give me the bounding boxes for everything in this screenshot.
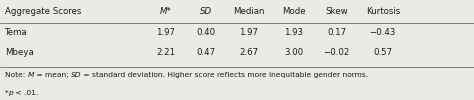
Text: 2.67: 2.67 (239, 48, 258, 57)
Text: −0.02: −0.02 (323, 48, 350, 57)
Text: 0.47: 0.47 (197, 48, 216, 57)
Text: 0.57: 0.57 (373, 48, 392, 57)
Text: Kurtosis: Kurtosis (365, 7, 400, 16)
Text: Aggregate Scores: Aggregate Scores (5, 7, 81, 16)
Text: p: p (9, 90, 13, 96)
Text: *: * (5, 90, 9, 96)
Text: 1.97: 1.97 (156, 28, 175, 37)
Text: = standard deviation. Higher score reflects more inequitable gender norms.: = standard deviation. Higher score refle… (82, 72, 369, 78)
Text: 0.40: 0.40 (197, 28, 216, 37)
Text: Median: Median (233, 7, 264, 16)
Text: < .01.: < .01. (13, 90, 38, 96)
Text: Mbeya: Mbeya (5, 48, 34, 57)
Text: 1.93: 1.93 (284, 28, 303, 37)
Text: Skew: Skew (325, 7, 348, 16)
Text: M: M (27, 72, 34, 78)
Text: 3.00: 3.00 (284, 48, 303, 57)
Text: Tema: Tema (5, 28, 27, 37)
Text: M*: M* (160, 7, 172, 16)
Text: Mode: Mode (282, 7, 306, 16)
Text: SD: SD (200, 7, 212, 16)
Text: Note:: Note: (5, 72, 27, 78)
Text: 2.21: 2.21 (156, 48, 175, 57)
Text: −0.43: −0.43 (370, 28, 396, 37)
Text: = mean;: = mean; (34, 72, 71, 78)
Text: 0.17: 0.17 (327, 28, 346, 37)
Text: SD: SD (71, 72, 82, 78)
Text: 1.97: 1.97 (239, 28, 258, 37)
